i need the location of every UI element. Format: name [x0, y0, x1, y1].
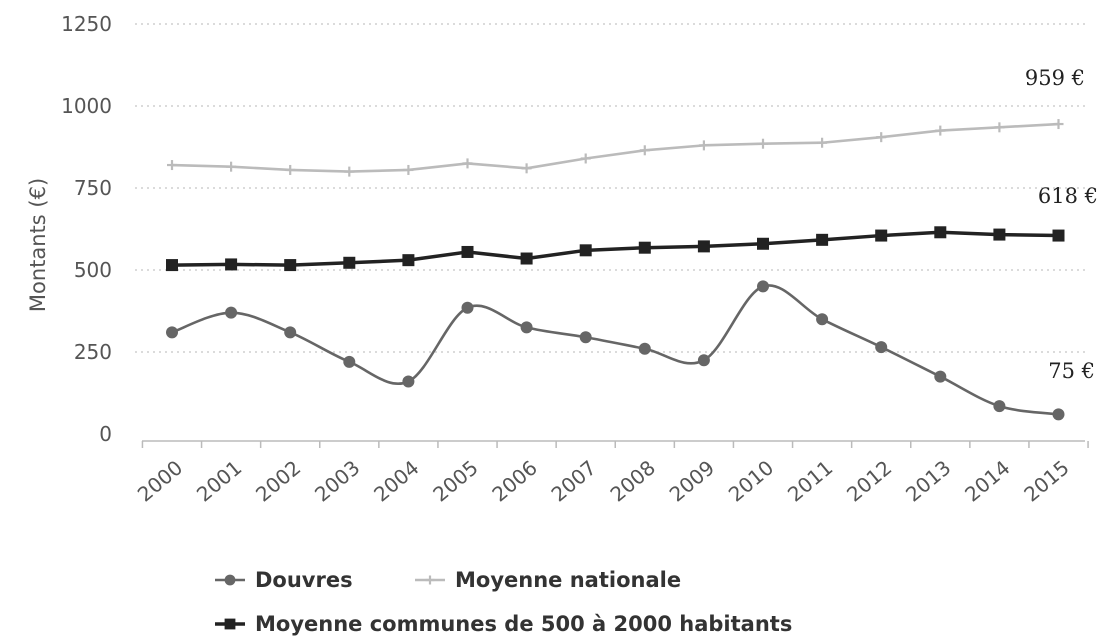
data-point	[934, 226, 947, 239]
data-point	[520, 321, 533, 334]
data-point	[639, 145, 650, 156]
x-tick-label: 2015	[1019, 455, 1073, 506]
x-tick-label: 2009	[665, 455, 719, 506]
x-tick-label: 2007	[546, 455, 600, 506]
y-tick-label: 1000	[61, 94, 112, 118]
data-point	[224, 574, 236, 586]
x-tick-label: 2013	[901, 455, 955, 506]
data-point	[934, 370, 947, 383]
data-point	[461, 245, 474, 258]
legend: Douvres Moyenne nationale Moyenne communes…	[215, 568, 792, 636]
legend-item: Moyenne nationale	[415, 568, 681, 592]
data-point	[224, 618, 236, 630]
x-tick-label: 2000	[133, 455, 187, 506]
legend-label: Moyenne nationale	[455, 568, 681, 592]
data-point	[520, 252, 533, 265]
legend-item: Douvres	[215, 568, 353, 592]
x-tick-label: 2006	[487, 455, 541, 506]
data-point	[343, 355, 356, 368]
data-point	[1052, 408, 1065, 421]
series-line	[171, 122, 1059, 173]
series-moyenne-communes-de-500-2000-habitants	[166, 226, 1065, 272]
data-point	[757, 280, 769, 293]
data-point	[402, 254, 415, 267]
data-point	[935, 125, 946, 136]
x-tick-label: 2014	[960, 455, 1014, 506]
data-point	[462, 158, 473, 169]
legend-label: Moyenne communes de 500 à 2000 habitants	[255, 612, 792, 636]
data-point	[285, 164, 296, 175]
legend-item: Moyenne communes de 500 à 2000 habitants	[215, 612, 792, 636]
series-douvres	[166, 280, 1065, 421]
data-point	[875, 229, 888, 242]
x-tick-label: 2012	[842, 455, 896, 506]
data-point	[425, 575, 435, 585]
series-line	[171, 284, 1059, 416]
series-moyenne-nationale	[167, 119, 1064, 177]
data-point	[579, 244, 592, 257]
data-point	[993, 400, 1006, 413]
y-tick-label: 500	[74, 258, 112, 282]
data-point	[166, 259, 178, 272]
data-point	[697, 354, 710, 367]
x-tick-label: 2008	[606, 455, 660, 506]
data-point	[875, 341, 888, 354]
data-point	[284, 326, 297, 339]
data-point	[226, 161, 237, 172]
data-point	[993, 228, 1006, 241]
data-point	[638, 241, 651, 254]
x-tick-label: 2004	[369, 455, 423, 506]
end-value-label: 618 €	[1038, 184, 1098, 208]
data-point	[284, 259, 297, 272]
data-point	[166, 326, 178, 339]
end-value-label: 75 €	[1048, 359, 1095, 383]
y-tick-label: 1250	[61, 12, 112, 36]
y-tick-label: 250	[74, 340, 112, 364]
data-point	[343, 256, 356, 269]
legend-label: Douvres	[255, 568, 353, 592]
data-point	[1053, 119, 1064, 130]
data-point	[638, 342, 651, 355]
y-axis-label: Montants (€)	[26, 178, 50, 312]
y-tick-label: 0	[99, 422, 112, 446]
x-tick-label: 2011	[783, 455, 837, 506]
data-point	[521, 163, 532, 174]
data-point	[579, 331, 592, 344]
data-point	[698, 140, 709, 151]
data-point	[876, 132, 887, 143]
series-lines	[166, 119, 1065, 421]
data-point	[167, 160, 177, 171]
data-point	[1052, 229, 1065, 242]
data-point	[403, 164, 414, 175]
data-point	[344, 166, 355, 177]
x-tick-label: 2005	[428, 455, 482, 506]
x-tick-label: 2001	[192, 455, 246, 506]
gridlines	[135, 23, 1085, 353]
end-value-label: 959 €	[1025, 66, 1085, 90]
x-tick-label: 2010	[724, 455, 778, 506]
data-point	[816, 233, 829, 246]
data-point	[816, 313, 829, 326]
x-tick-label: 2003	[310, 455, 364, 506]
labels: 959 € 618 € 75 €	[1025, 66, 1098, 383]
data-point	[817, 137, 828, 148]
data-point	[461, 301, 474, 314]
y-tick-label: 750	[74, 176, 112, 200]
data-point	[994, 122, 1005, 133]
data-point	[697, 240, 710, 253]
data-point	[402, 375, 415, 388]
data-point	[225, 258, 238, 271]
data-point	[758, 138, 768, 149]
series-line	[171, 230, 1059, 267]
data-point	[225, 306, 238, 319]
x-tick-label: 2002	[251, 455, 305, 506]
data-point	[757, 237, 769, 250]
data-point	[580, 153, 591, 164]
